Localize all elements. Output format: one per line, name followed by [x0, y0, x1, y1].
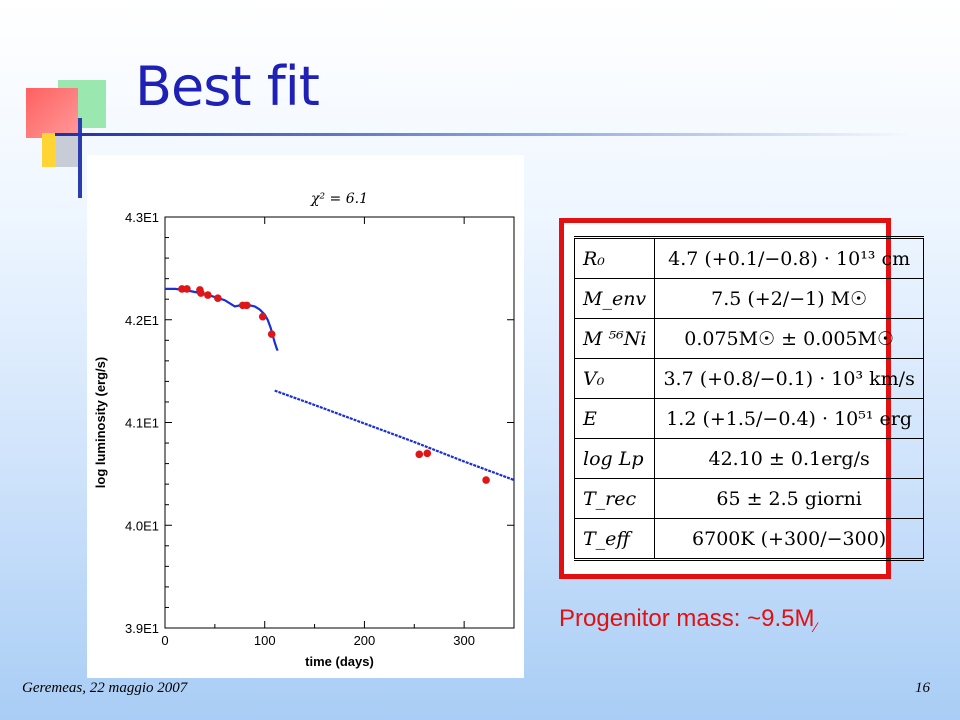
chart-title: χ² = 6.1 [310, 191, 368, 207]
parameter-row: T_rec 65 ± 2.5 giorni [573, 478, 924, 519]
parameter-table: R₀ 4.7 (+0.1/−0.8) · 10¹³ cm M_env 7.5 (+2/… [573, 236, 924, 561]
luminosity-chart: 0 100 200 300 3.9E1 4.0E1 4.1E1 4.2E1 4.3E1 χ² = … [87, 155, 524, 678]
observed-point [267, 330, 276, 338]
parameter-row: E 1.2 (+1.5/−0.4) · 10⁵¹ erg [573, 398, 924, 439]
x-tick-label: 0 [161, 633, 168, 648]
x-axis-label: time (days) [305, 654, 374, 669]
y-tick-label: 4.0E1 [125, 518, 159, 533]
x-tick-label: 200 [354, 633, 376, 648]
parameter-value: 42.10 ± 0.1erg/s [654, 438, 924, 479]
progenitor-mass-label: Progenitor mass: ~9.5M [559, 605, 815, 632]
title-underline [55, 133, 910, 136]
parameter-symbol: E [573, 398, 656, 439]
parameter-symbol: M_env [573, 278, 656, 319]
observed-point [258, 312, 267, 321]
y-tick-label: 4.1E1 [125, 416, 159, 431]
parameter-value: 0.075M☉ ± 0.005M☉ [654, 318, 924, 359]
progenitor-mass-text: Progenitor mass: ~9.5M⁄ [559, 605, 817, 635]
decor-red-square [26, 88, 78, 138]
y-axis-label: log luminosity (erg/s) [93, 357, 108, 488]
chart-svg: 0 100 200 300 3.9E1 4.0E1 4.1E1 4.2E1 4.3E1 χ² = … [93, 191, 515, 669]
parameter-symbol: R₀ [573, 237, 656, 279]
parameter-row: M ⁵⁶Ni 0.075M☉ ± 0.005M☉ [573, 318, 924, 359]
parameter-table-frame: R₀ 4.7 (+0.1/−0.8) · 10¹³ cm M_env 7.5 (+2/… [559, 218, 924, 579]
parameter-value: 65 ± 2.5 giorni [654, 478, 924, 519]
parameter-symbol: T_eff [573, 518, 656, 560]
observed-point [197, 289, 205, 297]
solar-symbol-icon: ⁄ [814, 618, 817, 635]
observed-point [242, 301, 251, 310]
model-curve [165, 287, 279, 352]
parameter-value: 1.2 (+1.5/−0.4) · 10⁵¹ erg [654, 398, 924, 439]
footer-author-date: Geremeas, 22 maggio 2007 [22, 680, 188, 696]
decor-gray-bar [56, 133, 78, 167]
parameter-symbol: T_rec [573, 478, 656, 519]
parameter-value: 4.7 (+0.1/−0.8) · 10¹³ cm [654, 237, 924, 279]
decor-yellow-bar [42, 133, 56, 167]
parameter-row: V₀ 3.7 (+0.8/−0.1) · 10³ km/s [573, 358, 924, 399]
parameter-value: 7.5 (+2/−1) M☉ [654, 278, 924, 319]
slide-title: Best fit [135, 55, 320, 118]
y-tick-label: 4.3E1 [125, 210, 159, 225]
model-curve [274, 389, 515, 482]
slide-number: 16 [915, 680, 930, 696]
parameter-value: 6700K (+300/−300) [654, 518, 924, 560]
parameter-value: 3.7 (+0.8/−0.1) · 10³ km/s [654, 358, 924, 399]
parameter-row: T_eff 6700K (+300/−300) [573, 518, 924, 560]
observed-point [415, 450, 424, 459]
parameter-row: R₀ 4.7 (+0.1/−0.8) · 10¹³ cm [573, 237, 924, 279]
parameter-row: M_env 7.5 (+2/−1) M☉ [573, 278, 924, 319]
x-tick-label: 300 [453, 633, 475, 648]
parameter-symbol: V₀ [573, 358, 656, 399]
decor-vertical-rule [78, 118, 82, 198]
observed-point [214, 294, 222, 302]
observed-point [423, 449, 432, 458]
parameter-row: log Lp 42.10 ± 0.1erg/s [573, 438, 924, 479]
observed-point [183, 285, 191, 293]
x-tick-label: 100 [254, 633, 276, 648]
y-tick-label: 4.2E1 [125, 313, 159, 328]
plot-frame [164, 216, 515, 629]
observed-point [204, 291, 212, 299]
parameter-symbol: M ⁵⁶Ni [573, 318, 656, 359]
y-tick-label: 3.9E1 [125, 621, 159, 636]
observed-point [482, 476, 490, 484]
parameter-symbol: log Lp [573, 438, 656, 479]
